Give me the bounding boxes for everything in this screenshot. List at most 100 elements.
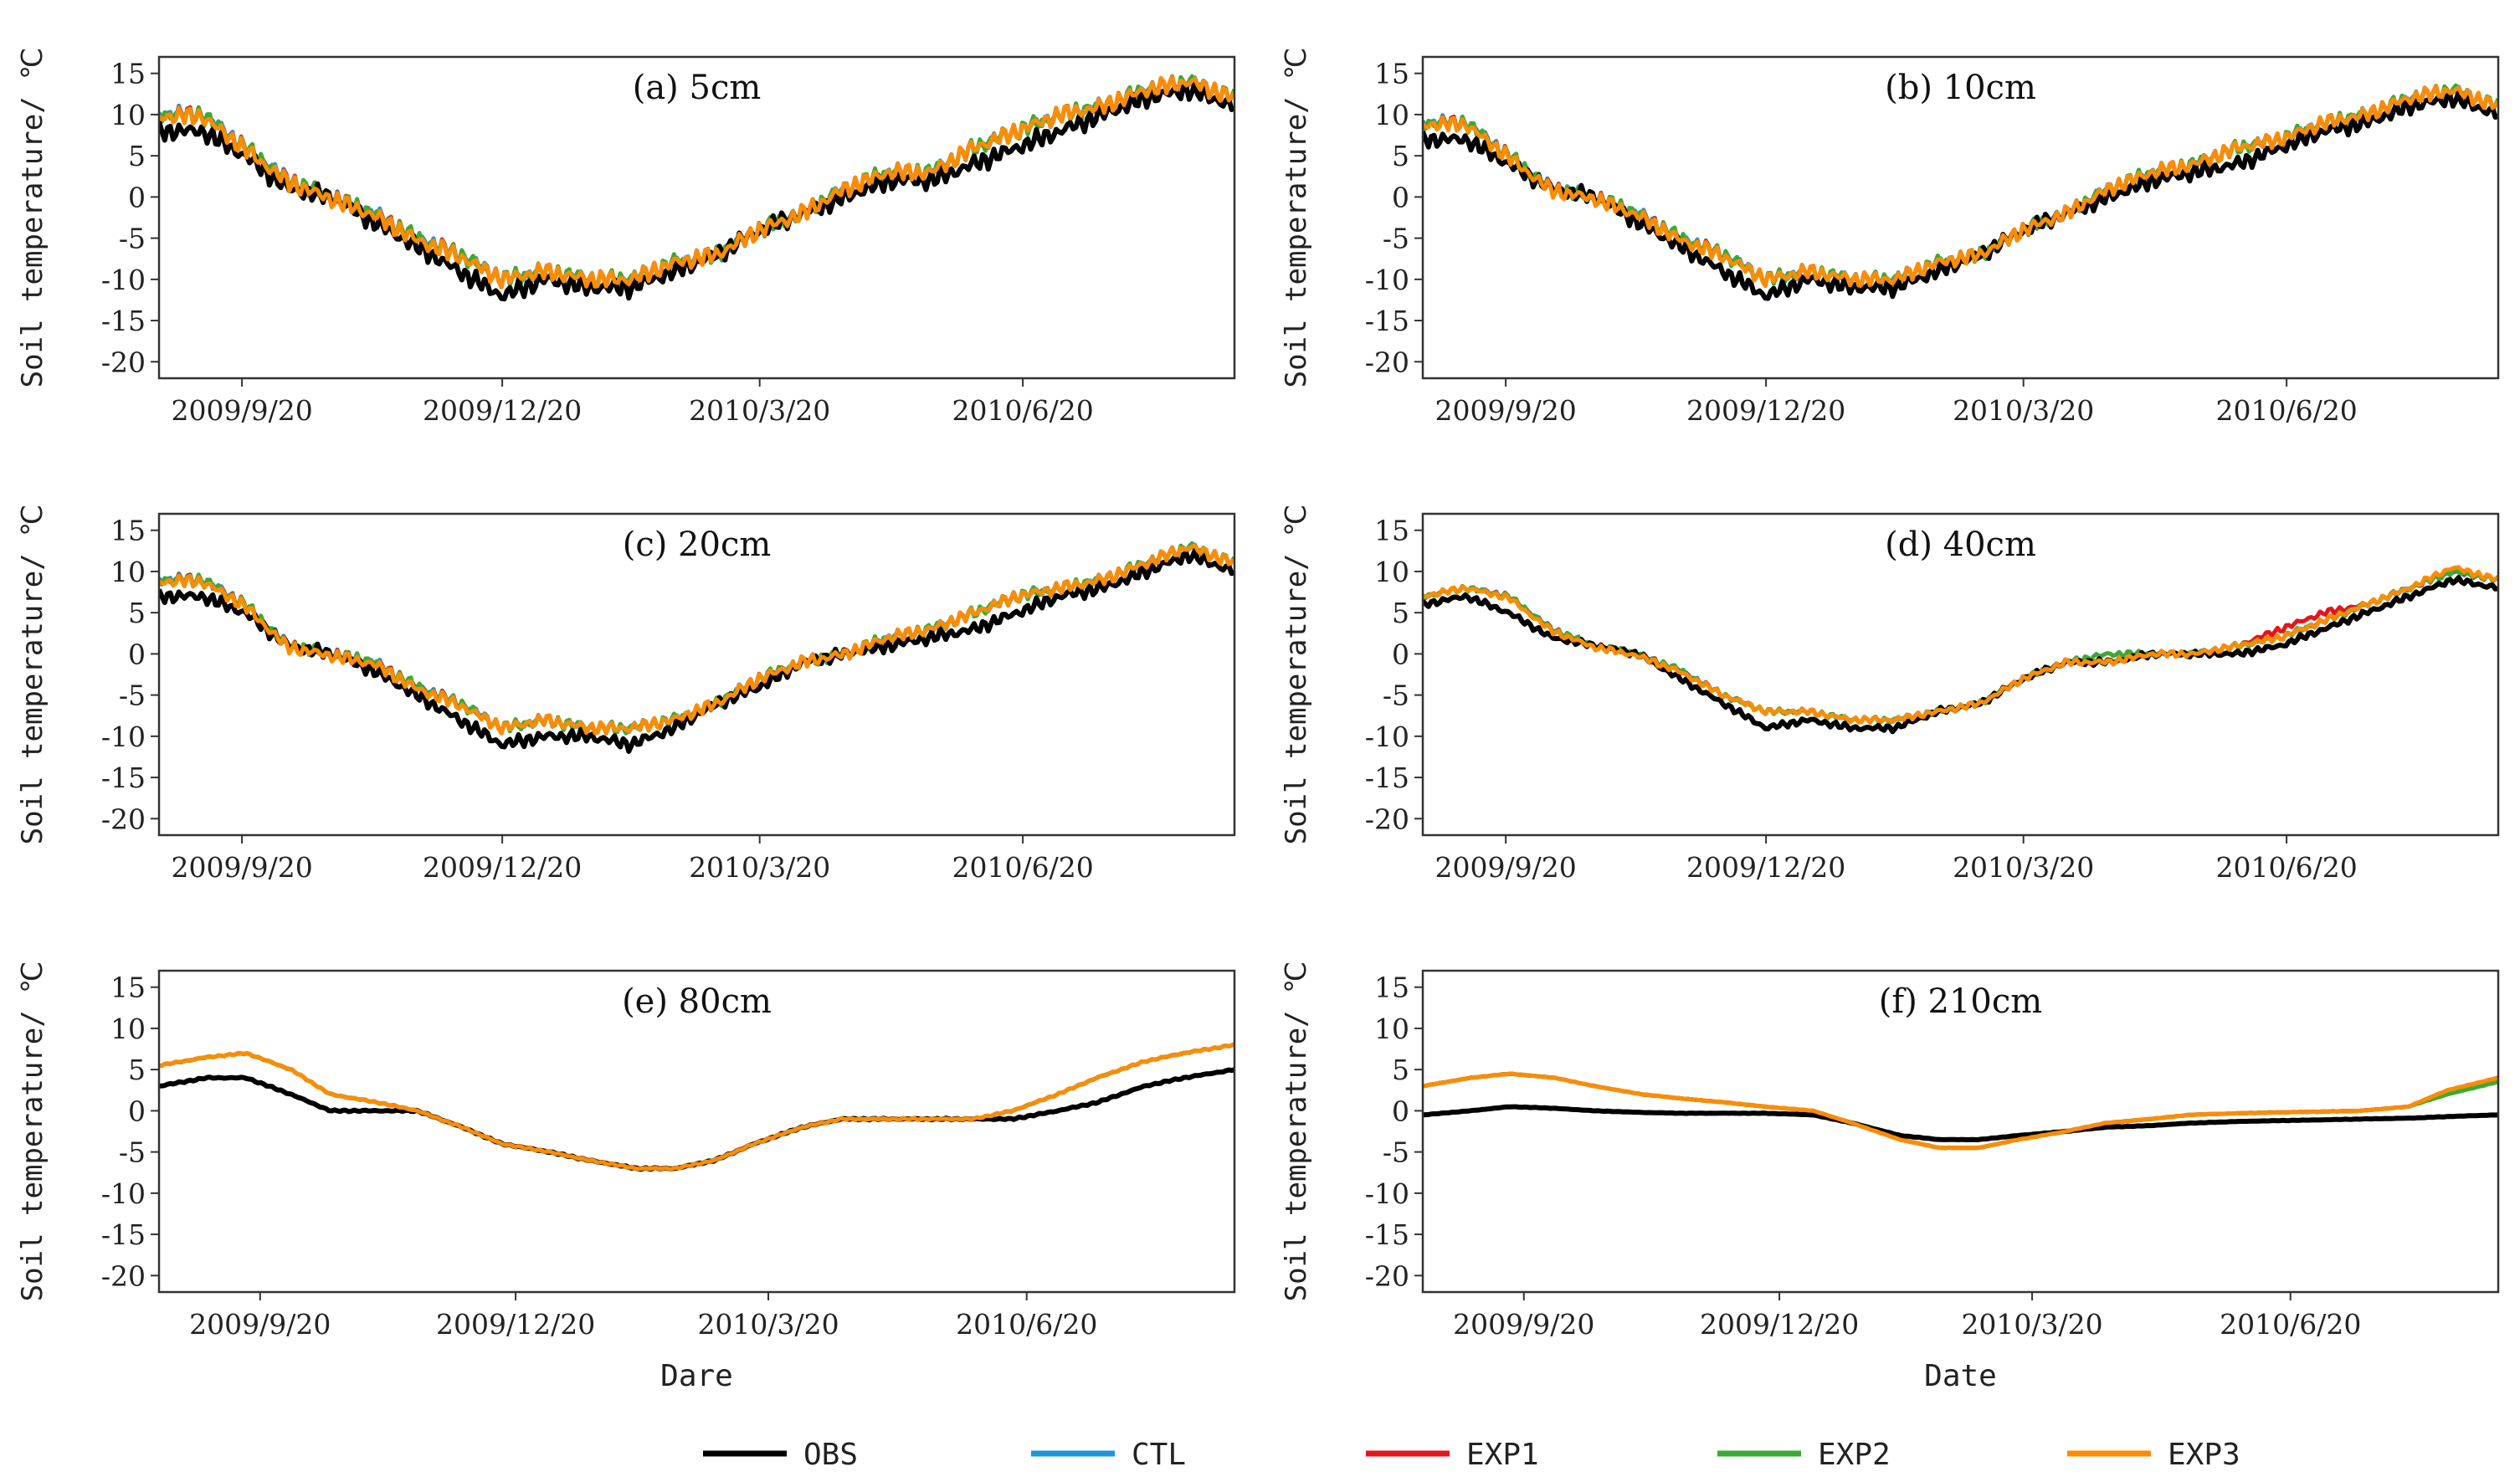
x-tick-label: 2010/3/20 bbox=[689, 851, 830, 884]
x-tick-label: 2010/6/20 bbox=[956, 1308, 1097, 1341]
y-axis-label: Soil temperature/ ℃ bbox=[1280, 505, 1313, 845]
y-tick-label: -10 bbox=[101, 264, 146, 296]
y-tick-label: -15 bbox=[101, 762, 146, 794]
y-tick-label: 10 bbox=[110, 99, 146, 131]
series-line-exp3 bbox=[159, 543, 1234, 736]
y-tick-label: 10 bbox=[1374, 99, 1409, 131]
y-tick-label: -10 bbox=[1365, 264, 1409, 296]
legend-label: EXP3 bbox=[2168, 1438, 2240, 1472]
x-tick-label: 2009/9/20 bbox=[1435, 851, 1576, 884]
series-line-exp3 bbox=[1423, 565, 2498, 725]
panel-title: (b) 10cm bbox=[1885, 69, 2036, 107]
y-tick-label: 15 bbox=[1374, 972, 1409, 1004]
y-tick-label: -15 bbox=[1365, 305, 1409, 337]
legend-item-exp2: EXP2 bbox=[1717, 1438, 1891, 1472]
y-tick-label: 0 bbox=[128, 181, 146, 213]
panel-title: (f) 210cm bbox=[1879, 982, 2042, 1021]
y-axis-label: Soil temperature/ ℃ bbox=[16, 505, 49, 845]
y-tick-label: -10 bbox=[101, 1177, 146, 1210]
panel-2: 15 10 5 0 -5 -10 -15 -20 2009/9/20 2009/12/20 2010… bbox=[1280, 48, 2500, 427]
series-line-exp3 bbox=[159, 74, 1234, 290]
series-line-exp3 bbox=[159, 1042, 1234, 1172]
x-tick-label: 2010/6/20 bbox=[952, 394, 1093, 427]
x-tick-label: 2009/12/20 bbox=[423, 851, 582, 884]
x-tick-label: 2010/3/20 bbox=[697, 1308, 839, 1341]
panel-3: 15 10 5 0 -5 -10 -15 -20 2009/9/20 2009/12/20 2010… bbox=[16, 505, 1236, 884]
x-tick-label: 2009/12/20 bbox=[436, 1308, 595, 1341]
x-tick-label: 2009/9/20 bbox=[171, 851, 312, 884]
legend-label: CTL bbox=[1132, 1438, 1186, 1472]
series-line-exp3 bbox=[1423, 1071, 2498, 1151]
x-tick-label: 2009/9/20 bbox=[1453, 1308, 1594, 1341]
plot-frame bbox=[1421, 969, 2500, 1294]
legend-item-obs: OBS bbox=[703, 1438, 858, 1472]
y-tick-label: 10 bbox=[110, 556, 146, 588]
y-tick-label: -20 bbox=[101, 346, 146, 378]
y-tick-label: -5 bbox=[1383, 1136, 1409, 1169]
series-line-exp3 bbox=[1423, 84, 2498, 288]
y-tick-label: 0 bbox=[1392, 181, 1409, 213]
x-tick-label: 2010/6/20 bbox=[952, 851, 1093, 884]
y-tick-label: 15 bbox=[1374, 515, 1409, 547]
panel-4: 15 10 5 0 -5 -10 -15 -20 2009/9/20 2009/12/20 2010… bbox=[1280, 505, 2500, 884]
y-tick-label: -5 bbox=[1383, 679, 1409, 712]
y-tick-label: 15 bbox=[1374, 58, 1409, 90]
y-tick-label: 0 bbox=[128, 1095, 146, 1127]
x-axis-label: Dare bbox=[660, 1359, 733, 1393]
x-axis-label: Date bbox=[1924, 1359, 1997, 1393]
y-tick-label: 15 bbox=[110, 972, 146, 1004]
legend-label: EXP2 bbox=[1818, 1438, 1891, 1472]
x-tick-label: 2010/3/20 bbox=[1961, 1308, 2102, 1341]
y-axis-label: Soil temperature/ ℃ bbox=[16, 962, 49, 1302]
y-tick-label: 5 bbox=[128, 597, 146, 629]
panel-title: (c) 20cm bbox=[623, 526, 772, 564]
y-tick-label: 10 bbox=[1374, 556, 1409, 588]
y-tick-label: 15 bbox=[110, 515, 146, 547]
panel-1: 15 10 5 0 -5 -10 -15 -20 2009/9/20 2009/12/20 2010… bbox=[16, 48, 1236, 427]
x-tick-label: 2010/6/20 bbox=[2220, 1308, 2361, 1341]
panel-5: 15 10 5 0 -5 -10 -15 -20 2009/9/20 2009/12/20 2010… bbox=[16, 962, 1236, 1393]
panel-title: (a) 5cm bbox=[633, 69, 762, 107]
y-axis-label: Soil temperature/ ℃ bbox=[1280, 962, 1313, 1302]
y-tick-label: 0 bbox=[128, 638, 146, 670]
legend-item-ctl: CTL bbox=[1031, 1438, 1186, 1472]
y-tick-label: -20 bbox=[101, 803, 146, 835]
x-tick-label: 2010/3/20 bbox=[1953, 851, 2094, 884]
y-tick-label: 10 bbox=[1374, 1013, 1409, 1045]
y-tick-label: -10 bbox=[101, 720, 146, 753]
x-tick-label: 2009/12/20 bbox=[423, 394, 582, 427]
x-tick-label: 2010/6/20 bbox=[2215, 851, 2357, 884]
y-tick-label: 5 bbox=[128, 1054, 146, 1086]
plot-frame bbox=[157, 512, 1236, 837]
y-tick-label: 5 bbox=[1392, 1054, 1409, 1086]
x-tick-label: 2009/12/20 bbox=[1700, 1308, 1859, 1341]
y-tick-label: -10 bbox=[1365, 720, 1409, 753]
y-tick-label: 5 bbox=[1392, 597, 1409, 629]
x-tick-label: 2010/6/20 bbox=[2215, 394, 2357, 427]
y-tick-label: -5 bbox=[119, 223, 146, 255]
legend: OBS CTL EXP1 EXP2 EXP3 bbox=[703, 1438, 2240, 1472]
x-tick-label: 2009/12/20 bbox=[1686, 394, 1845, 427]
panels: 15 10 5 0 -5 -10 -15 -20 2009/9/20 2009/12/20 2010… bbox=[16, 48, 2500, 1393]
plot-frame bbox=[157, 969, 1236, 1294]
y-tick-label: -15 bbox=[101, 1218, 146, 1251]
x-tick-label: 2009/9/20 bbox=[189, 1308, 331, 1341]
y-tick-label: -15 bbox=[1365, 762, 1409, 794]
y-tick-label: 5 bbox=[128, 140, 146, 172]
x-tick-label: 2009/9/20 bbox=[1435, 394, 1576, 427]
y-tick-label: -20 bbox=[101, 1259, 146, 1292]
panel-title: (d) 40cm bbox=[1885, 526, 2036, 564]
y-tick-label: -20 bbox=[1365, 1259, 1409, 1292]
y-tick-label: 5 bbox=[1392, 140, 1409, 172]
x-tick-label: 2010/3/20 bbox=[1953, 394, 2094, 427]
y-axis-label: Soil temperature/ ℃ bbox=[1280, 48, 1313, 388]
legend-label: EXP1 bbox=[1466, 1438, 1539, 1472]
y-tick-label: -5 bbox=[119, 1136, 146, 1169]
y-tick-label: -15 bbox=[1365, 1218, 1409, 1251]
y-tick-label: -20 bbox=[1365, 803, 1409, 835]
plot-frame bbox=[1421, 55, 2500, 380]
series-line-obs bbox=[1423, 1104, 2498, 1143]
legend-item-exp1: EXP1 bbox=[1366, 1438, 1539, 1472]
y-axis-label: Soil temperature/ ℃ bbox=[16, 48, 49, 388]
y-tick-label: 0 bbox=[1392, 638, 1409, 670]
